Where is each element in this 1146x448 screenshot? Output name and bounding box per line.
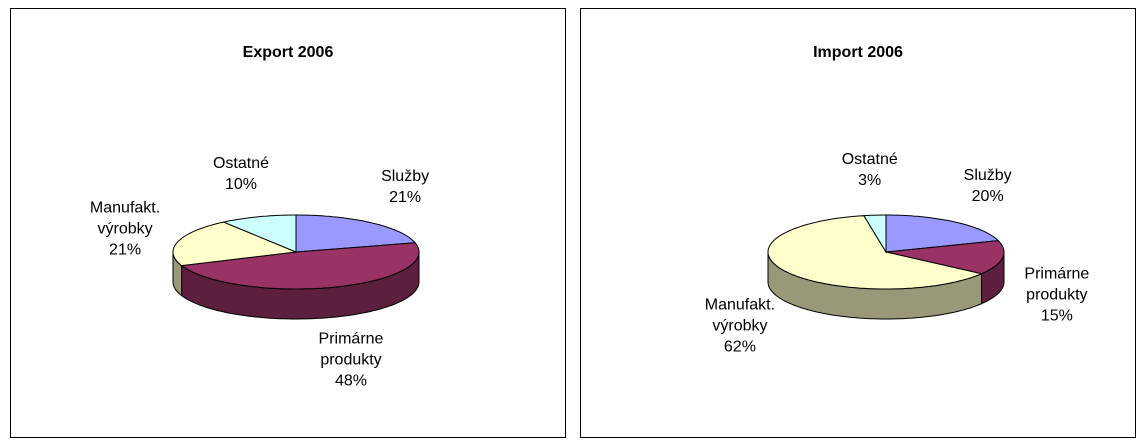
pie-slice (767, 215, 984, 290)
pie-slice (222, 214, 297, 253)
value-label: 15% (1040, 307, 1073, 325)
category-label: Ostatné (841, 151, 898, 169)
value-label: 20% (971, 187, 1004, 205)
category-label: Manufakt. výrobky (89, 199, 161, 238)
value-label: 21% (389, 189, 422, 207)
value-label: 10% (224, 176, 257, 193)
data-label: Služby 21% (353, 166, 457, 208)
data-label: Ostatné 3% (818, 149, 922, 191)
data-label: Manufakt. výrobky 62% (688, 294, 792, 357)
value-label: 3% (858, 172, 882, 190)
data-label: Manufakt. výrobky 21% (73, 198, 177, 261)
value-label: 48% (334, 372, 368, 390)
pie-slice (863, 214, 887, 254)
chart-title: Export 2006 (242, 44, 334, 61)
chart-title: Import 2006 (813, 44, 903, 61)
value-label: 62% (723, 338, 756, 356)
chart-frame (580, 8, 1136, 438)
data-label: Ostatné 10% (189, 153, 293, 195)
data-label: Primárne produkty 15% (1005, 263, 1109, 326)
pie-slice (180, 242, 420, 290)
pie-slice (295, 214, 417, 253)
category-label: Ostatné (212, 155, 269, 172)
category-label: Primárne produkty (318, 330, 384, 369)
value-label: 21% (109, 241, 142, 259)
category-label: Primárne produkty (1024, 265, 1090, 304)
data-label: Služby 20% (936, 165, 1040, 207)
category-label: Služby (381, 168, 430, 186)
pie-slice (885, 214, 1000, 253)
data-label: Primárne produkty 48% (299, 328, 403, 391)
category-label: Služby (963, 166, 1012, 184)
chart-frame (10, 8, 566, 438)
pie-slice (172, 221, 298, 267)
pie-slice (885, 240, 1005, 275)
category-label: Manufakt. výrobky (704, 296, 776, 335)
